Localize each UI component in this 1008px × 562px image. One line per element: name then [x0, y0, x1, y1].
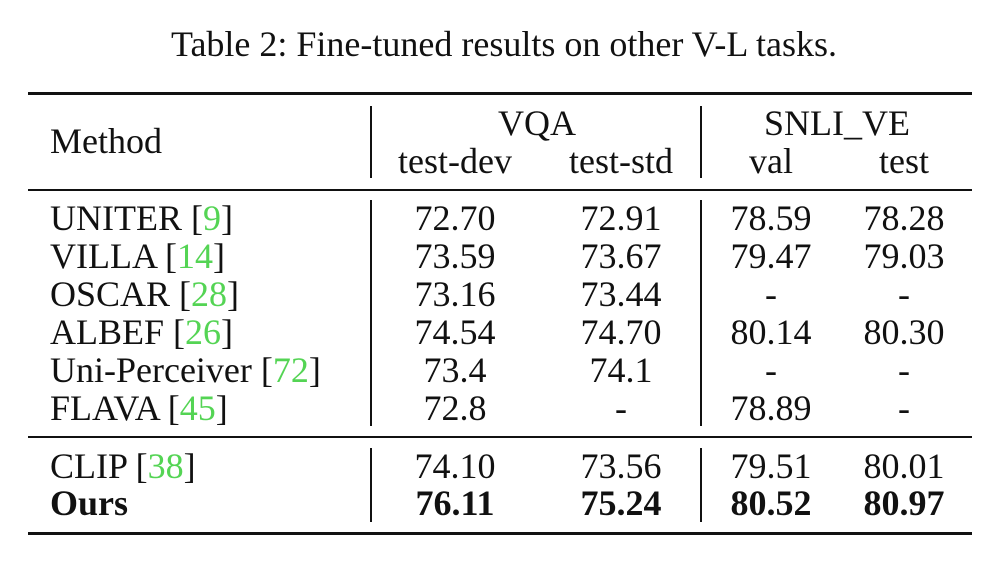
value-cell: 72.70	[414, 198, 496, 238]
value-cell: 74.54	[414, 312, 496, 352]
value-cell: 76.11	[415, 483, 495, 523]
value-cell: -	[898, 274, 910, 314]
header-val: val	[749, 141, 793, 181]
header-divider-1	[370, 106, 372, 178]
value-cell: 74.70	[580, 312, 662, 352]
bottom-rule	[28, 532, 972, 535]
value-cell: 80.97	[863, 483, 945, 523]
table-caption: Table 2: Fine-tuned results on other V-L…	[170, 24, 838, 64]
citation-link[interactable]: 72	[272, 350, 309, 390]
value-cell: 73.4	[423, 350, 487, 390]
citation-link[interactable]: 28	[191, 274, 228, 314]
value-cell: 74.1	[589, 350, 653, 390]
value-cell: 73.56	[580, 446, 662, 486]
value-cell: -	[765, 274, 777, 314]
value-cell: 73.59	[414, 236, 496, 276]
citation-link[interactable]: 38	[147, 446, 184, 486]
value-cell: 80.01	[863, 446, 945, 486]
value-cell: 80.30	[863, 312, 945, 352]
method-name: VILLA [14]	[50, 236, 225, 276]
header-method: Method	[50, 121, 162, 161]
ours-divider-2	[700, 448, 702, 522]
method-name: Ours	[50, 483, 129, 523]
method-name: UNITER [9]	[50, 198, 233, 238]
value-cell: 80.52	[730, 483, 812, 523]
body-divider-2	[700, 200, 702, 426]
value-cell: 79.51	[730, 446, 812, 486]
value-cell: 79.03	[863, 236, 945, 276]
value-cell: 72.8	[423, 388, 487, 428]
value-cell: 75.24	[580, 483, 662, 523]
header-group-snli: SNLI_VE	[764, 103, 910, 143]
value-cell: 79.47	[730, 236, 812, 276]
value-cell: 78.89	[730, 388, 812, 428]
header-test-dev: test-dev	[398, 141, 512, 181]
citation-link[interactable]: 14	[176, 236, 213, 276]
citation-link[interactable]: 26	[185, 312, 221, 352]
body-divider-1	[370, 200, 372, 426]
value-cell: 78.28	[863, 198, 945, 238]
citation-link[interactable]: 9	[202, 198, 221, 238]
header-group-vqa: VQA	[498, 103, 576, 143]
method-name: Uni-Perceiver [72]	[50, 350, 321, 390]
value-cell: -	[765, 350, 777, 390]
citation-link[interactable]: 45	[179, 388, 216, 428]
value-cell: 80.14	[730, 312, 812, 352]
ours-divider-1	[370, 448, 372, 522]
value-cell: 74.10	[414, 446, 496, 486]
method-name: ALBEF [26]	[50, 312, 233, 352]
header-test: test	[879, 141, 929, 181]
method-name: FLAVA [45]	[50, 388, 228, 428]
value-cell: 73.44	[580, 274, 662, 314]
value-cell: 73.16	[414, 274, 496, 314]
header-rule	[28, 189, 972, 191]
value-cell: 78.59	[730, 198, 812, 238]
value-cell: -	[898, 350, 910, 390]
top-rule	[28, 92, 972, 95]
value-cell: 73.67	[580, 236, 662, 276]
header-test-std: test-std	[569, 141, 673, 181]
section-rule	[28, 436, 972, 438]
value-cell: -	[898, 388, 910, 428]
header-divider-2	[700, 106, 702, 178]
method-name: CLIP [38]	[50, 446, 196, 486]
value-cell: 72.91	[580, 198, 662, 238]
method-name: OSCAR [28]	[50, 274, 240, 314]
value-cell: -	[615, 388, 627, 428]
